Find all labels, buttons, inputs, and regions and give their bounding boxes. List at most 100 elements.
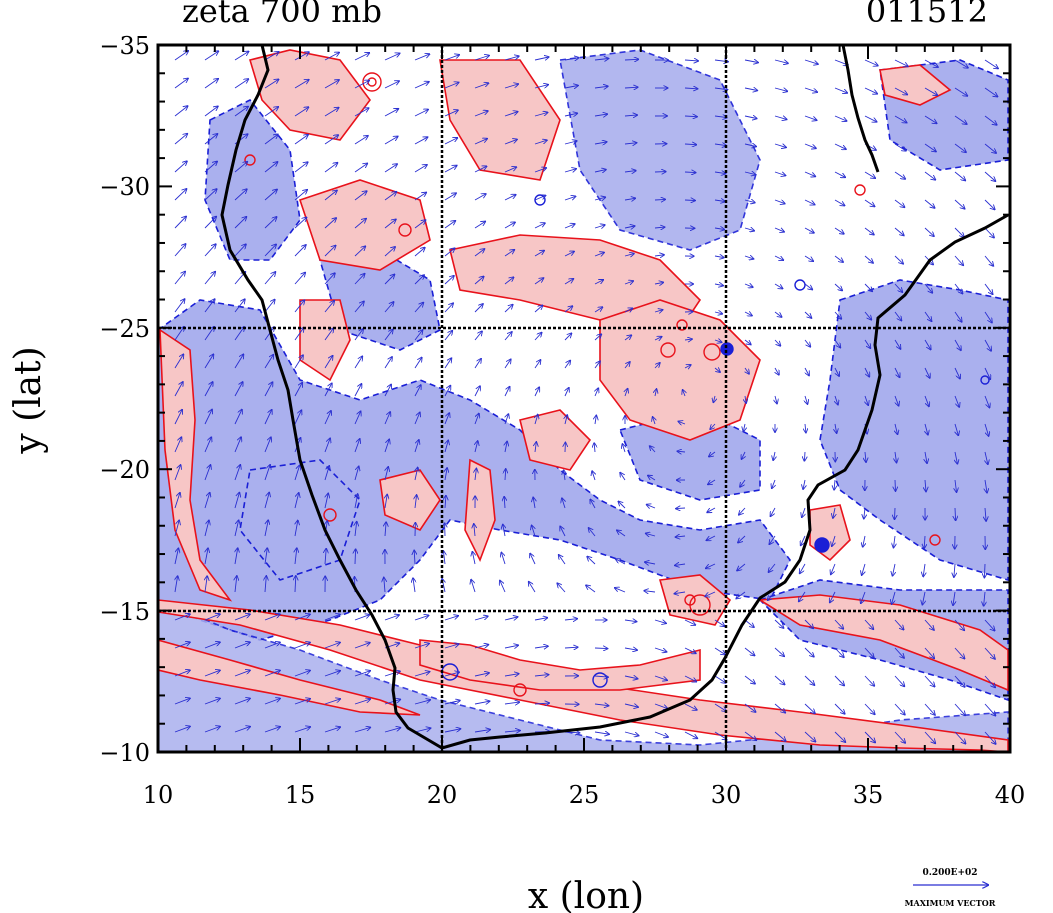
wind-vector-arrow (714, 228, 724, 230)
wind-vector-arrow (204, 327, 214, 341)
wind-vector-arrow (444, 729, 460, 733)
wind-vector-arrow (204, 698, 220, 705)
wind-vector-arrow (234, 79, 248, 89)
wind-vector-arrow (324, 246, 336, 257)
wind-vector-arrow (500, 581, 506, 593)
wind-vector-arrow (565, 415, 567, 425)
wind-vector-arrow (984, 423, 989, 436)
wind-vector-arrow (624, 254, 634, 256)
wind-vector-arrow (384, 385, 391, 397)
wind-vector-arrow (504, 277, 514, 285)
wind-vector-arrow (235, 576, 237, 593)
wind-vector-arrow (744, 312, 752, 316)
wind-vector-arrow (414, 700, 430, 705)
max-vector-legend: 0.200E+02 MAXIMUM VECTOR (905, 868, 996, 908)
wind-vector-arrow (354, 384, 362, 397)
wind-vector-arrow (384, 699, 400, 705)
wind-vector-arrow (864, 199, 875, 206)
wind-vector-arrow (501, 553, 506, 565)
wind-vector-arrow (835, 395, 838, 405)
wind-vector-arrow (174, 670, 190, 677)
wind-vector-arrow (594, 361, 600, 369)
wind-vector-arrow (174, 272, 185, 285)
wind-vector-arrow (804, 255, 813, 261)
wind-vector-arrow (684, 703, 697, 710)
wind-vector-arrow (739, 507, 746, 515)
wind-vector-arrow (674, 592, 686, 594)
wind-vector-arrow (414, 165, 427, 173)
small-contours (244, 72, 990, 697)
wind-vector-arrow (474, 524, 475, 537)
x-tick-label: 35 (853, 781, 884, 809)
x-tick-label: 25 (569, 781, 600, 809)
wind-vector-arrow (954, 367, 960, 379)
wind-vector-arrow (774, 59, 788, 63)
wind-vector-arrow (234, 520, 239, 537)
wind-vector-arrow (744, 88, 757, 91)
wind-vector-arrow (834, 367, 839, 376)
wind-vector-arrow (894, 675, 904, 686)
wind-vector-arrow (234, 642, 250, 649)
wind-vector-arrow (654, 647, 667, 652)
wind-vector-arrow (864, 675, 874, 686)
wind-vector-arrow (744, 144, 756, 147)
wind-vector-arrow (624, 59, 638, 60)
wind-vector-arrow (474, 277, 484, 285)
wind-vector-arrow (474, 730, 490, 732)
wind-vector-arrow (414, 193, 426, 201)
wind-vector-arrow (864, 227, 874, 235)
wind-vector-arrow (654, 282, 663, 284)
wind-vector-arrow (384, 53, 400, 61)
wind-vector-arrow (861, 591, 866, 603)
wind-vector-arrow (504, 167, 516, 173)
wind-vector-arrow (294, 727, 310, 733)
wind-vector-arrow (264, 244, 276, 257)
wind-vector-arrow (564, 169, 576, 172)
wind-vector-arrow (295, 548, 297, 565)
wind-vector-arrow (895, 507, 896, 519)
wind-vector-arrow (954, 59, 968, 68)
wind-vector-arrow (384, 247, 395, 257)
wind-vector-arrow (324, 108, 339, 117)
wind-vector-arrow (620, 473, 626, 481)
wind-vector-arrow (474, 111, 488, 117)
wind-vector-arrow (264, 493, 269, 509)
x-tick-label: 20 (427, 781, 458, 809)
wind-vector-arrow (925, 451, 927, 463)
wind-vector-arrow (384, 302, 394, 313)
wind-vector-arrow (174, 189, 187, 201)
wind-vector-arrow (384, 330, 393, 341)
wind-vector-arrow (924, 171, 935, 180)
wind-vector-arrow (474, 304, 483, 313)
wind-vector-arrow (475, 441, 478, 453)
wind-vector-arrow (769, 535, 776, 544)
wind-vector-arrow (954, 143, 966, 152)
wind-vector-arrow (984, 143, 996, 153)
wind-vector-arrow (474, 166, 487, 173)
wind-vector-arrow (624, 335, 631, 341)
wind-vector-arrow (799, 591, 806, 601)
wind-vector-arrow (984, 731, 996, 744)
wind-vector-arrow (586, 585, 596, 593)
wind-vector-arrow (714, 368, 720, 372)
wind-vector-arrow (706, 563, 716, 568)
wind-vector-arrow (264, 79, 279, 89)
wind-vector-arrow (324, 643, 340, 649)
wind-vector-arrow (504, 332, 512, 341)
wind-vector-arrow (925, 479, 926, 491)
wind-vector-arrow (832, 535, 835, 546)
wind-vector-arrow (174, 465, 181, 481)
wind-vector-arrow (684, 172, 696, 173)
wind-vector-arrow (234, 670, 250, 677)
wind-vector-arrow (471, 580, 476, 593)
wind-vector-arrow (830, 591, 836, 602)
wind-vector-arrow (737, 563, 746, 571)
wind-vector-arrow (594, 732, 609, 734)
wind-vector-arrow (444, 413, 449, 425)
wind-vector-arrow (834, 227, 844, 234)
wind-vector-arrow (714, 647, 725, 655)
wind-vector-arrow (324, 273, 335, 285)
wind-vector-arrow (564, 86, 578, 89)
wind-vector-arrow (534, 57, 549, 60)
wind-vector-arrow (804, 703, 815, 713)
